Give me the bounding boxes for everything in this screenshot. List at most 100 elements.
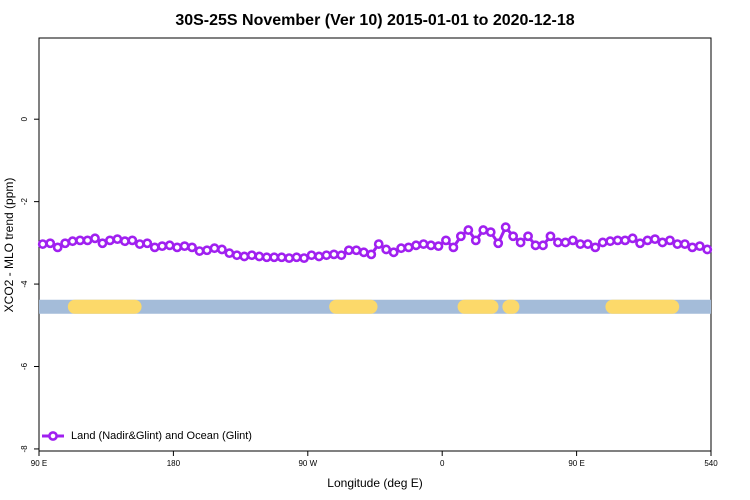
data-point — [657, 237, 668, 248]
data-point — [239, 251, 250, 262]
data-point — [590, 242, 601, 253]
data-point — [560, 237, 571, 248]
data-point — [448, 242, 459, 253]
data-point — [470, 235, 481, 246]
data-point — [455, 231, 466, 242]
x-tick-label: 90 W — [298, 459, 317, 468]
data-point — [500, 222, 511, 233]
data-point — [179, 241, 190, 252]
data-point — [396, 243, 407, 254]
data-point — [134, 239, 145, 249]
data-point — [119, 236, 130, 247]
data-point — [164, 240, 175, 251]
data-point — [224, 248, 235, 259]
data-point — [426, 240, 436, 251]
data-point — [538, 240, 548, 251]
data-point — [209, 243, 220, 254]
data-point — [478, 225, 489, 235]
data-point — [105, 235, 115, 246]
data-point — [358, 247, 369, 258]
data-point — [321, 250, 332, 261]
data-point — [299, 253, 309, 264]
data-point — [75, 235, 85, 246]
data-point — [485, 227, 496, 238]
data-point — [687, 242, 698, 253]
data-point — [82, 235, 93, 246]
data-point — [90, 233, 100, 244]
legend-label: Land (Nadir&Glint) and Ocean (Glint) — [71, 430, 252, 442]
data-point — [157, 241, 168, 252]
data-point — [582, 239, 593, 249]
x-tick-label: 90 E — [568, 459, 584, 468]
x-tick-label: 90 E — [31, 459, 47, 468]
data-point — [381, 244, 392, 255]
data-point — [545, 231, 556, 242]
data-point — [52, 242, 63, 253]
y-axis-label: XCO2 - MLO trend (ppm) — [2, 178, 16, 313]
data-point — [45, 238, 56, 249]
data-point — [269, 252, 280, 263]
data-point — [627, 233, 638, 244]
data-point — [329, 249, 339, 260]
data-point — [254, 251, 265, 262]
y-tick-label: -2 — [20, 198, 29, 206]
data-point — [575, 239, 586, 249]
data-point — [172, 242, 183, 253]
legend-marker — [48, 431, 58, 441]
y-tick-label: 0 — [20, 116, 29, 121]
data-point — [343, 245, 354, 256]
data-point — [112, 234, 123, 245]
y-tick-label: -8 — [20, 445, 29, 453]
data-point — [291, 252, 302, 263]
x-axis-label: Longitude (deg E) — [327, 476, 422, 490]
data-point — [702, 244, 713, 255]
data-point — [202, 245, 212, 256]
data-point — [60, 238, 71, 249]
data-point — [665, 235, 675, 246]
data-point — [515, 237, 526, 248]
data-point — [605, 236, 616, 247]
data-point — [187, 242, 197, 253]
data-point — [127, 235, 138, 246]
data-point — [351, 245, 362, 256]
data-point — [433, 241, 444, 252]
data-point — [493, 238, 504, 249]
data-point — [276, 252, 287, 263]
data-point — [523, 231, 533, 242]
data-point — [553, 237, 563, 248]
x-tick-label: 0 — [440, 459, 445, 468]
data-point — [231, 250, 242, 261]
data-point — [642, 235, 653, 246]
y-tick-label: -4 — [20, 280, 29, 288]
data-point — [620, 235, 631, 246]
data-point — [217, 244, 227, 255]
data-point — [284, 253, 295, 264]
data-point — [679, 239, 690, 249]
data-point — [411, 240, 421, 251]
data-point — [142, 238, 153, 249]
data-point — [336, 250, 347, 261]
x-tick-label: 180 — [167, 459, 181, 468]
data-point — [388, 247, 399, 258]
data-point — [612, 235, 623, 246]
data-point — [261, 252, 272, 263]
data-point — [306, 250, 317, 261]
data-point — [530, 240, 541, 251]
data-point — [441, 235, 451, 246]
data-point — [418, 239, 429, 249]
x-tick-label: 540 — [704, 459, 718, 468]
data-point — [37, 239, 48, 249]
data-point — [650, 234, 660, 245]
data-point — [672, 239, 683, 249]
data-point — [694, 241, 705, 252]
data-point — [635, 238, 645, 249]
data-point — [366, 249, 377, 260]
chart-title: 30S-25S November (Ver 10) 2015-01-01 to … — [175, 12, 574, 29]
data-point — [314, 251, 324, 262]
data-point — [97, 238, 108, 249]
data-point — [373, 239, 384, 249]
data-point — [67, 236, 78, 247]
data-point — [508, 231, 519, 242]
data-point — [149, 242, 160, 253]
